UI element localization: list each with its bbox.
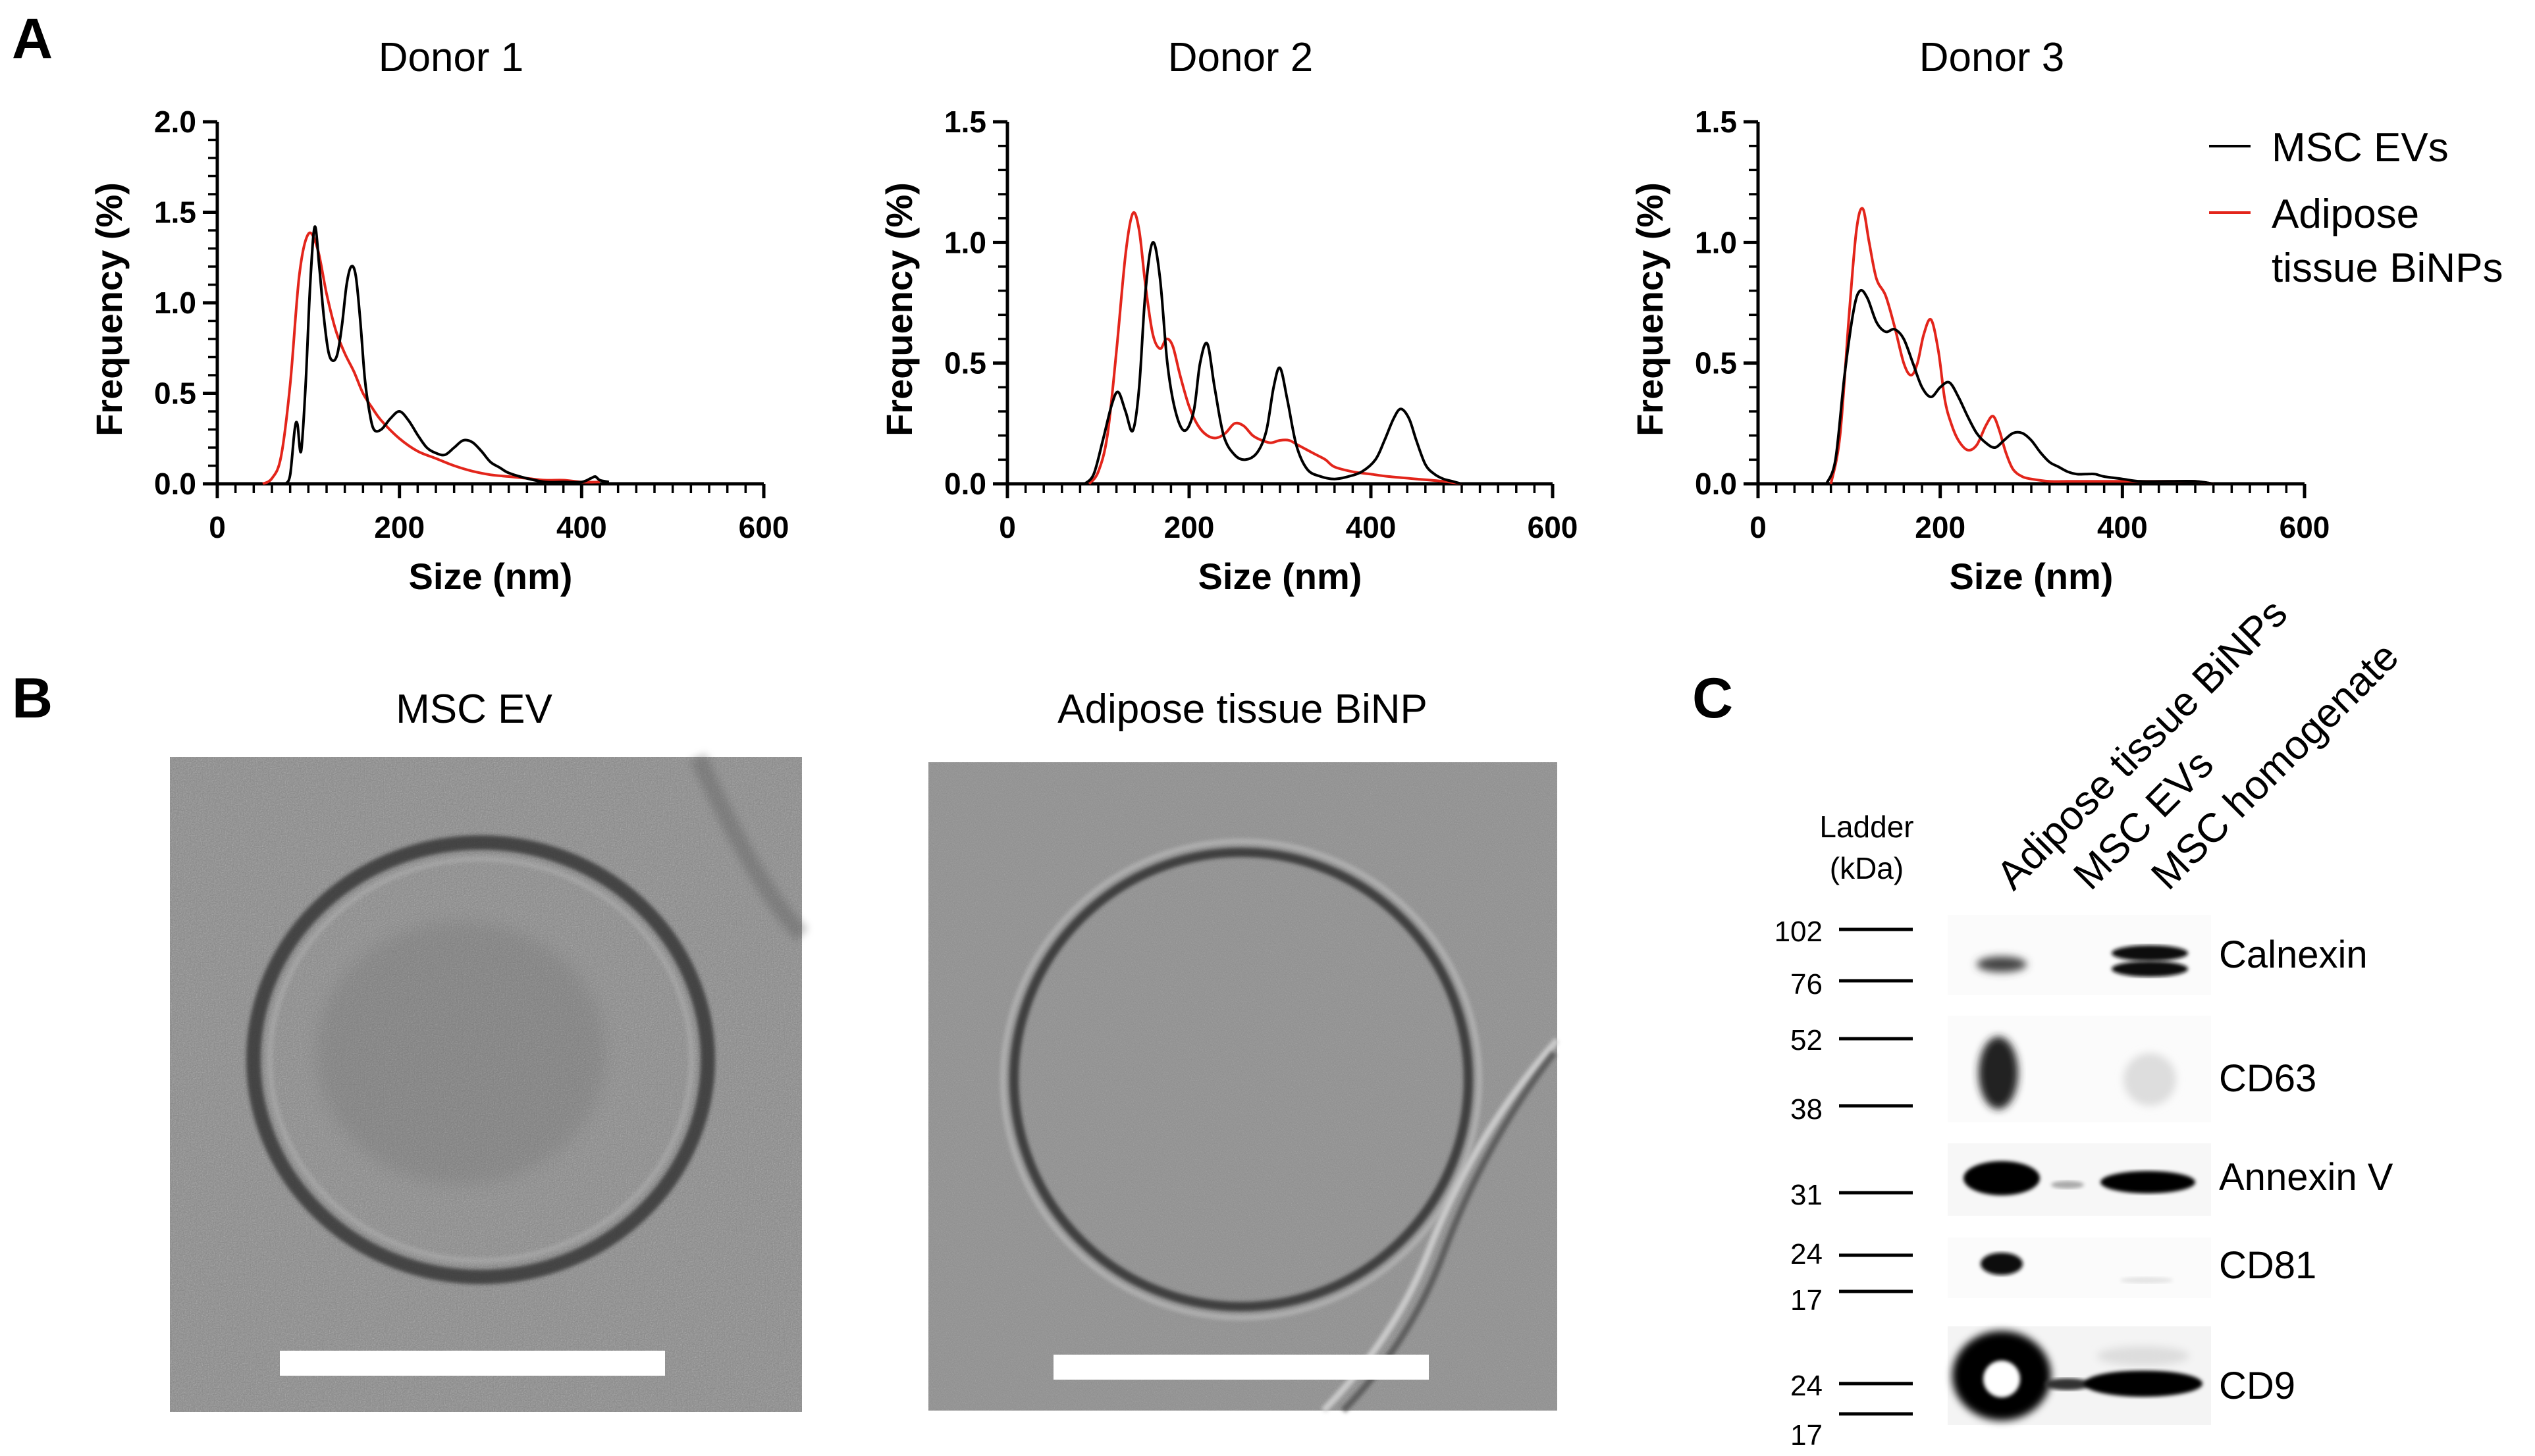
scale-bar-left [280,1351,665,1376]
ladder-label-line1: Ladder [1819,810,1913,844]
marker-label-38: 38 [1790,1093,1823,1126]
x-tick-label: 0 [1749,510,1767,544]
legend-adipose-label-line1: Adipose [2272,192,2419,237]
marker-label-31: 31 [1790,1179,1823,1211]
y-tick-label: 0.0 [1695,467,1737,501]
protein-label-cd81: CD81 [2219,1244,2316,1287]
y-axis-label: Frequency (%) [878,182,920,436]
chart-donor-1: Donor 1 0 200 400 600 0.0 0.5 1.0 1.5 2.0 Size (nm… [88,35,789,597]
ladder-label-line2: (kDa) [1830,851,1904,885]
em-image-msc-ev [170,753,809,1412]
y-tick-label: 1.5 [1695,105,1737,139]
x-tick-label: 600 [739,510,789,544]
x-tick-label: 400 [1346,510,1397,544]
x-tick-label: 200 [1164,510,1215,544]
marker-label-76: 76 [1790,968,1823,1001]
protein-label-cd63: CD63 [2219,1057,2316,1100]
blot-row-annexin-v: 31 Annexin V [1790,1143,2393,1216]
legend-adipose-label-line2: tissue BiNPs [2272,246,2503,291]
x-axis-label: Size (nm) [409,556,573,597]
vesicle-outline [246,835,715,1284]
y-tick-label: 1.5 [154,195,196,230]
blot-row-cd63: 52 38 CD63 [1790,1016,2316,1126]
y-axis-label: Frequency (%) [88,182,130,436]
protein-label-annexin-v: Annexin V [2219,1156,2393,1199]
y-tick-label: 1.5 [944,105,986,139]
y-tick-label: 1.0 [1695,225,1737,259]
western-blot: Ladder (kDa) Adipose tissue BiNPs MSC EV… [1775,590,2408,1451]
chart-donor-2: Donor 2 0 200 400 600 0.0 0.5 1.0 1.5 Size (nm) Fr… [878,35,1578,597]
marker-label-24b: 24 [1790,1370,1823,1402]
protein-label-calnexin: Calnexin [2219,933,2368,976]
y-tick-label: 2.0 [154,105,196,139]
blot-row-cd9: 24 17 CD9 [1790,1326,2295,1451]
series-line-adipose-binps [1088,211,1462,485]
y-tick-label: 0.5 [944,346,986,380]
series-line-msc-evs [284,225,610,485]
marker-label-52: 52 [1790,1024,1823,1056]
x-axis-label: Size (nm) [1950,556,2114,597]
x-axis-label: Size (nm) [1198,556,1362,597]
em-image-adipose-binp [928,762,1560,1413]
x-tick-label: 400 [556,510,607,544]
x-tick-label: 0 [209,510,226,544]
x-tick-label: 400 [2097,510,2148,544]
x-tick-label: 200 [1915,510,1965,544]
legend-msc-label: MSC EVs [2272,125,2449,170]
vesicle-outline [1009,848,1473,1311]
series-line-msc-evs [1825,288,2214,485]
protein-label-cd9: CD9 [2219,1365,2295,1407]
y-tick-label: 0.5 [154,377,196,411]
y-tick-label: 1.0 [944,225,986,259]
x-tick-label: 0 [999,510,1016,544]
chart-title: Donor 2 [1168,35,1314,80]
x-tick-label: 600 [1528,510,1578,544]
scale-bar-right [1054,1355,1429,1380]
x-tick-label: 200 [374,510,425,544]
chart-donor-3: Donor 3 0 200 400 600 0.0 0.5 1.0 1.5 Size (nm) Fr… [1629,35,2330,597]
chart-title: Donor 1 [379,35,524,80]
y-tick-label: 0.5 [1695,346,1737,380]
y-axis-label: Frequency (%) [1629,182,1670,436]
x-tick-label: 600 [2280,510,2330,544]
legend: MSC EVs Adipose tissue BiNPs [2209,125,2503,291]
y-tick-label: 0.0 [944,467,986,501]
em-left-title: MSC EV [396,687,552,732]
chart-title: Donor 3 [1919,35,2065,80]
y-tick-label: 0.0 [154,467,196,501]
panel-label-c: C [1692,667,1733,730]
series-line-adipose-binps [262,231,600,485]
series-line-msc-evs [1083,241,1462,485]
em-right-title: Adipose tissue BiNP [1057,687,1428,732]
series-line-adipose-binps [1829,207,2214,485]
blot-row-cd81: 24 17 CD81 [1790,1237,2316,1316]
marker-label-17: 17 [1790,1284,1823,1316]
panel-label-a: A [12,7,53,70]
marker-label-24: 24 [1790,1238,1823,1270]
marker-label-102: 102 [1775,916,1823,948]
panel-label-b: B [12,667,53,730]
y-tick-label: 1.0 [154,286,196,320]
marker-label-17b: 17 [1790,1419,1823,1451]
blot-row-calnexin: 102 76 Calnexin [1775,915,2368,1001]
